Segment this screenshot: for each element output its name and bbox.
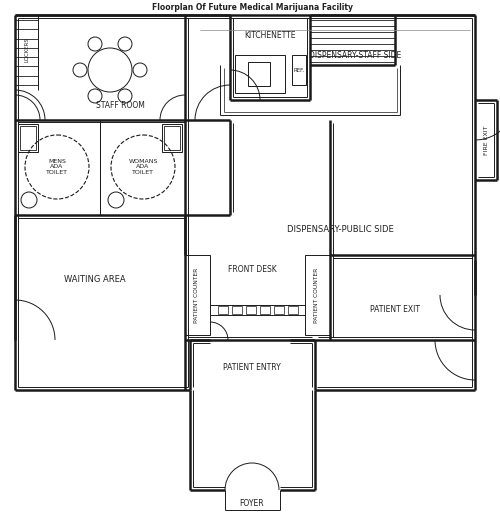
Text: Floorplan Of Future Medical Marijuana Facility: Floorplan Of Future Medical Marijuana Fa… bbox=[152, 4, 352, 13]
Bar bbox=[292, 55, 306, 85]
Text: PATIENT ENTRY: PATIENT ENTRY bbox=[223, 363, 281, 372]
Bar bbox=[288, 306, 298, 314]
Bar bbox=[15, 120, 100, 215]
Text: REF.: REF. bbox=[294, 68, 304, 72]
Text: STAFF ROOM: STAFF ROOM bbox=[96, 101, 144, 110]
Bar bbox=[218, 306, 228, 314]
Bar bbox=[232, 306, 242, 314]
Text: WAITING AREA: WAITING AREA bbox=[64, 276, 126, 285]
Bar bbox=[248, 62, 270, 86]
Bar bbox=[260, 306, 270, 314]
Bar bbox=[20, 126, 36, 150]
Text: DISPENSARY-PUBLIC SIDE: DISPENSARY-PUBLIC SIDE bbox=[286, 225, 394, 235]
Text: FIRE EXIT: FIRE EXIT bbox=[484, 125, 490, 155]
Text: FOYER: FOYER bbox=[240, 498, 264, 508]
Bar bbox=[185, 255, 210, 335]
Text: PATIENT COUNTER: PATIENT COUNTER bbox=[194, 267, 200, 323]
Text: FRONT DESK: FRONT DESK bbox=[228, 266, 276, 275]
Text: DISPENSARY-STAFF SIDE: DISPENSARY-STAFF SIDE bbox=[309, 50, 401, 60]
Text: KITCHENETTE: KITCHENETTE bbox=[244, 30, 296, 39]
Bar bbox=[18, 124, 38, 152]
Bar bbox=[235, 55, 285, 93]
Bar bbox=[162, 124, 182, 152]
Text: PATIENT COUNTER: PATIENT COUNTER bbox=[314, 267, 320, 323]
Text: PATIENT EXIT: PATIENT EXIT bbox=[370, 305, 420, 314]
Text: WOMANS
ADA
TOILET: WOMANS ADA TOILET bbox=[128, 159, 158, 176]
Text: LOCKERS: LOCKERS bbox=[24, 38, 29, 62]
Bar bbox=[274, 306, 284, 314]
Text: MENS
ADA
TOILET: MENS ADA TOILET bbox=[46, 159, 68, 176]
Bar bbox=[164, 126, 180, 150]
Bar bbox=[305, 255, 330, 335]
Bar bbox=[100, 120, 185, 215]
Bar bbox=[246, 306, 256, 314]
